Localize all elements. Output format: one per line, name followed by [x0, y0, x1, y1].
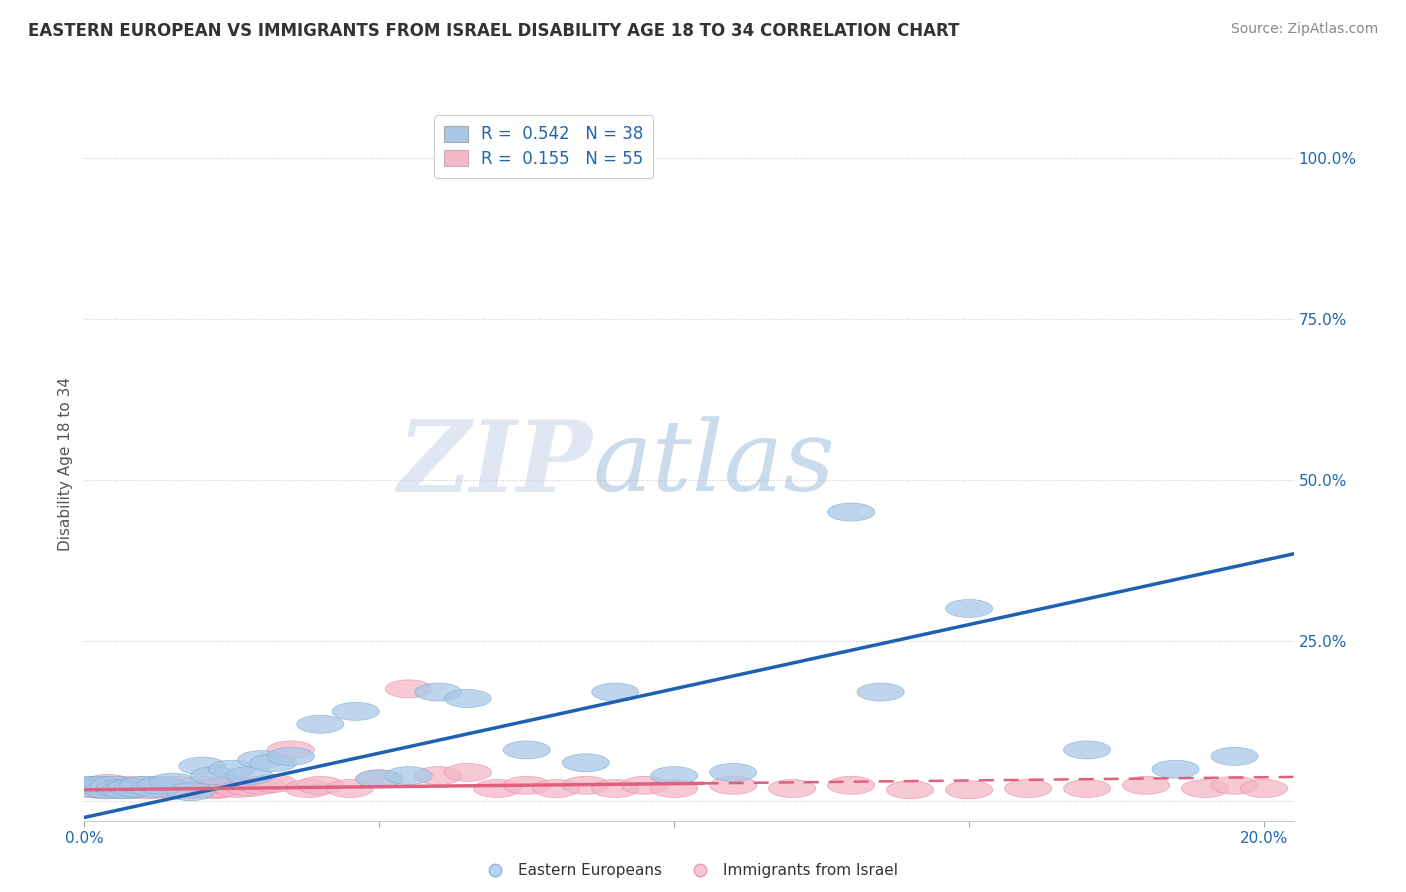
Ellipse shape — [202, 776, 249, 794]
Ellipse shape — [249, 754, 297, 772]
Ellipse shape — [1063, 780, 1111, 797]
Ellipse shape — [79, 776, 125, 794]
Ellipse shape — [226, 778, 273, 797]
Ellipse shape — [167, 780, 214, 798]
Ellipse shape — [858, 683, 904, 701]
Ellipse shape — [84, 780, 132, 798]
Ellipse shape — [297, 715, 344, 733]
Ellipse shape — [114, 780, 162, 797]
Ellipse shape — [1240, 780, 1288, 797]
Ellipse shape — [945, 599, 993, 617]
Ellipse shape — [1211, 776, 1258, 794]
Ellipse shape — [84, 774, 132, 792]
Text: ZIP: ZIP — [398, 416, 592, 512]
Ellipse shape — [191, 766, 238, 785]
Ellipse shape — [155, 776, 202, 794]
Ellipse shape — [149, 773, 197, 791]
Legend: Eastern Europeans, Immigrants from Israel: Eastern Europeans, Immigrants from Israe… — [474, 857, 904, 884]
Ellipse shape — [138, 776, 184, 794]
Ellipse shape — [1211, 747, 1258, 765]
Ellipse shape — [356, 770, 404, 788]
Ellipse shape — [1152, 760, 1199, 778]
Ellipse shape — [197, 780, 243, 797]
Ellipse shape — [267, 747, 315, 765]
Ellipse shape — [1004, 780, 1052, 797]
Ellipse shape — [208, 760, 256, 778]
Ellipse shape — [226, 766, 273, 785]
Ellipse shape — [415, 683, 461, 701]
Ellipse shape — [651, 780, 697, 797]
Ellipse shape — [621, 776, 668, 794]
Ellipse shape — [162, 780, 208, 797]
Ellipse shape — [167, 782, 214, 801]
Ellipse shape — [592, 683, 638, 701]
Ellipse shape — [173, 780, 219, 797]
Ellipse shape — [249, 774, 297, 792]
Ellipse shape — [710, 764, 756, 781]
Ellipse shape — [103, 776, 149, 794]
Ellipse shape — [132, 778, 179, 797]
Ellipse shape — [79, 780, 125, 798]
Ellipse shape — [1063, 741, 1111, 759]
Ellipse shape — [238, 750, 285, 769]
Ellipse shape — [503, 776, 550, 794]
Ellipse shape — [592, 780, 638, 797]
Ellipse shape — [132, 780, 179, 797]
Ellipse shape — [149, 780, 197, 798]
Ellipse shape — [474, 780, 520, 797]
Ellipse shape — [1181, 780, 1229, 797]
Ellipse shape — [120, 776, 167, 794]
Ellipse shape — [267, 741, 315, 759]
Text: Source: ZipAtlas.com: Source: ZipAtlas.com — [1230, 22, 1378, 37]
Ellipse shape — [120, 776, 167, 794]
Ellipse shape — [66, 776, 114, 794]
Ellipse shape — [285, 780, 332, 797]
Ellipse shape — [297, 776, 344, 794]
Text: atlas: atlas — [592, 417, 835, 511]
Ellipse shape — [356, 770, 404, 788]
Ellipse shape — [90, 778, 138, 797]
Ellipse shape — [945, 780, 993, 798]
Ellipse shape — [887, 780, 934, 798]
Ellipse shape — [96, 780, 143, 798]
Ellipse shape — [114, 780, 162, 797]
Ellipse shape — [444, 764, 491, 781]
Ellipse shape — [96, 780, 143, 797]
Ellipse shape — [828, 503, 875, 521]
Ellipse shape — [562, 754, 609, 772]
Ellipse shape — [769, 780, 815, 797]
Ellipse shape — [238, 776, 285, 794]
Ellipse shape — [332, 702, 380, 721]
Ellipse shape — [444, 690, 491, 707]
Ellipse shape — [326, 780, 374, 797]
Ellipse shape — [214, 780, 262, 797]
Ellipse shape — [184, 780, 232, 797]
Ellipse shape — [415, 766, 461, 785]
Ellipse shape — [103, 780, 149, 798]
Ellipse shape — [562, 776, 609, 794]
Y-axis label: Disability Age 18 to 34: Disability Age 18 to 34 — [58, 376, 73, 551]
Ellipse shape — [710, 776, 756, 794]
Ellipse shape — [1122, 776, 1170, 794]
Ellipse shape — [385, 766, 433, 785]
Ellipse shape — [73, 776, 120, 794]
Ellipse shape — [191, 780, 238, 798]
Ellipse shape — [138, 776, 184, 794]
Text: EASTERN EUROPEAN VS IMMIGRANTS FROM ISRAEL DISABILITY AGE 18 TO 34 CORRELATION C: EASTERN EUROPEAN VS IMMIGRANTS FROM ISRA… — [28, 22, 959, 40]
Ellipse shape — [66, 780, 114, 797]
Ellipse shape — [533, 780, 579, 797]
Ellipse shape — [828, 776, 875, 794]
Ellipse shape — [179, 776, 226, 794]
Ellipse shape — [208, 774, 256, 792]
Ellipse shape — [503, 741, 550, 759]
Ellipse shape — [108, 778, 155, 797]
Ellipse shape — [651, 766, 697, 785]
Ellipse shape — [90, 776, 138, 794]
Ellipse shape — [125, 780, 173, 798]
Ellipse shape — [73, 780, 120, 797]
Ellipse shape — [108, 780, 155, 798]
Ellipse shape — [385, 680, 433, 698]
Ellipse shape — [143, 780, 191, 797]
Ellipse shape — [179, 757, 226, 775]
